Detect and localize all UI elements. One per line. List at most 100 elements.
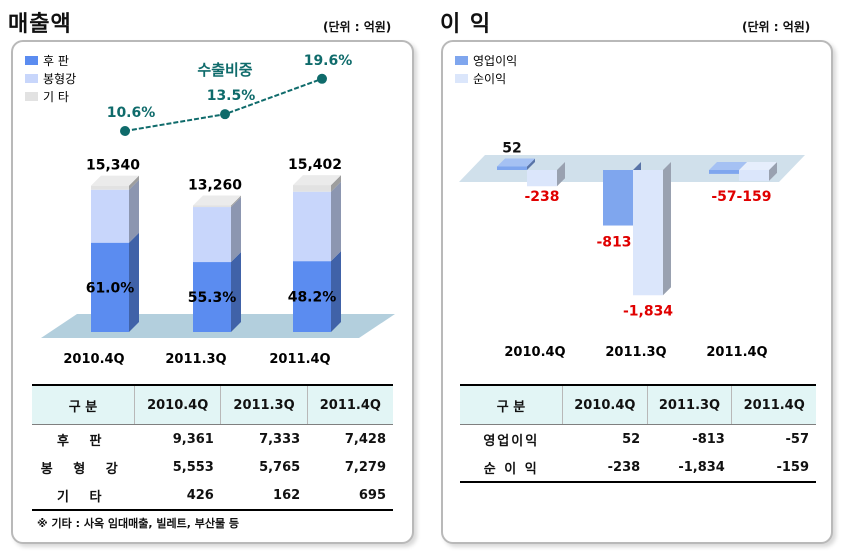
table-cell: -1,834 — [647, 453, 732, 483]
legend-label-net-income: 순이익 — [473, 72, 506, 86]
category-label-2011-3q: 2011.3Q — [165, 352, 226, 367]
profit-value-label: 52 — [502, 140, 521, 156]
ratio-point — [120, 126, 130, 136]
row-label: 기 타 — [32, 481, 135, 511]
profit-bar-top — [709, 162, 747, 170]
bar-segment — [91, 242, 129, 332]
bar-segment — [293, 261, 331, 332]
bar-segment-side — [129, 232, 139, 332]
profit-bar — [527, 170, 557, 187]
profit-bar-side — [769, 162, 777, 181]
table-row: 영업이익 52 -813 -57 — [460, 425, 816, 454]
profit-table: 구 분 2010.4Q 2011.3Q 2011.4Q 영업이익 52 -813… — [460, 384, 816, 483]
bar-segment — [193, 262, 231, 332]
legend-swatch-operating-profit — [455, 56, 468, 65]
bar-total-label: 15,402 — [288, 157, 342, 173]
table-header-cell: 2011.3Q — [646, 384, 732, 425]
ratio-label: 19.6% — [304, 53, 353, 69]
ratio-point — [220, 109, 230, 120]
profit-bar — [633, 170, 663, 296]
bar-segment-side — [129, 179, 139, 243]
ratio-label: 13.5% — [207, 88, 256, 104]
profit-value-label: -813 — [596, 235, 631, 251]
table-cell: 426 — [134, 481, 221, 511]
bar-segment — [293, 191, 331, 262]
table-cell: 9,361 — [172, 431, 214, 447]
table-cell: -238 — [562, 453, 648, 483]
table-header-cell: 구 분 — [32, 384, 135, 425]
legend-swatch-other — [25, 92, 38, 101]
legend-label-other: 기 타 — [43, 90, 69, 104]
row-label: 후 판 — [57, 433, 110, 449]
export-ratio-title: 수출비중 — [197, 61, 252, 79]
table-row: 기 타 426 162 695 — [32, 481, 393, 511]
category-label-2010-4q: 2010.4Q — [63, 352, 124, 367]
bar-share-label: 48.2% — [288, 290, 337, 306]
table-cell: -57 — [785, 431, 810, 447]
bar-segment — [293, 185, 331, 192]
profit-bar-side — [663, 162, 671, 296]
table-cell: -159 — [731, 453, 816, 483]
table-row: 후 판 9,361 7,333 7,428 — [32, 425, 393, 454]
bar-segment — [91, 185, 129, 190]
profit-bar-top — [497, 158, 535, 167]
row-label: 순 이 익 — [460, 453, 563, 483]
profit-bar-top — [739, 162, 777, 170]
category-label-2011-4q: 2011.4Q — [269, 352, 330, 367]
table-header-row: 구 분 2010.4Q 2011.3Q 2011.4Q — [460, 384, 816, 425]
profit-chart: 영업이익 순이익 52 -238 -813 -1,834 -57 -159 2010.4Q… — [455, 54, 805, 360]
bar-segment-side — [231, 195, 241, 208]
sales-table: 구 분 2010.4Q 2011.3Q 2011.4Q 후 판 9,361 7,… — [32, 384, 393, 511]
sales-chart: 후 판 봉형강 기 타 수출비중 15,340 61.0% 13,260 55.3% 1… — [25, 53, 395, 367]
profit-bar-side — [527, 158, 535, 170]
bar-segment-side — [331, 181, 341, 262]
profit-value-label: -1,834 — [623, 303, 673, 319]
bar-segment-side — [231, 197, 241, 263]
sales-footnote: ※ 기타 : 사옥 임대매출, 빌레트, 부산물 등 — [37, 517, 240, 530]
profit-unit: (단위 : 억원) — [742, 20, 811, 34]
sales-panel: 후 판 봉형강 기 타 수출비중 15,340 61.0% 13,260 55.3% 1… — [11, 40, 414, 544]
table-cell: 162 — [220, 481, 308, 511]
profit-panel: 영업이익 순이익 52 -238 -813 -1,834 -57 -159 2010.4Q… — [441, 40, 833, 544]
bar-segment-side — [129, 175, 139, 190]
table-cell: 52 — [622, 431, 641, 447]
table-header-cell: 2011.4Q — [306, 384, 393, 425]
table-cell: 695 — [307, 481, 393, 511]
bar-segment-side — [331, 175, 341, 192]
legend-label-operating-profit: 영업이익 — [473, 54, 517, 68]
profit-bar — [497, 166, 527, 170]
table-cell: 5,553 — [172, 459, 214, 475]
profit-value-label: -57 — [711, 189, 736, 205]
row-label: 봉 형 강 — [40, 461, 126, 477]
bar-segment — [193, 207, 231, 263]
profit-bar — [709, 170, 739, 174]
sales-title: 매출액 — [8, 12, 72, 37]
row-label: 영업이익 — [483, 433, 540, 449]
bar-total-label: 13,260 — [188, 177, 242, 193]
legend-swatch-plate — [25, 56, 38, 65]
profit-bar — [739, 170, 769, 181]
bar-segment-top — [293, 175, 341, 186]
table-header-cell: 2011.4Q — [731, 384, 816, 425]
bar-segment-top — [91, 175, 139, 186]
legend-swatch-section-steel — [25, 74, 38, 83]
table-cell: 7,333 — [259, 431, 301, 447]
category-label-2010-4q: 2010.4Q — [504, 345, 565, 360]
bar-segment — [193, 205, 231, 208]
table-header-cell: 2011.3Q — [220, 384, 308, 425]
table-cell: 7,279 — [344, 459, 386, 475]
legend-label-section-steel: 봉형강 — [43, 72, 76, 86]
table-header-cell: 구 분 — [460, 384, 563, 425]
table-header-row: 구 분 2010.4Q 2011.3Q 2011.4Q — [32, 384, 393, 425]
legend-swatch-net-income — [455, 74, 468, 83]
table-row: 봉 형 강 5,553 5,765 7,279 — [32, 453, 393, 481]
bar-segment-side — [331, 251, 341, 332]
bar-segment-side — [231, 252, 241, 332]
category-label-2011-3q: 2011.3Q — [605, 345, 666, 360]
profit-value-label: -159 — [736, 189, 771, 205]
profit-bar — [603, 170, 633, 226]
category-label-2011-4q: 2011.4Q — [706, 345, 767, 360]
ratio-point — [317, 73, 327, 84]
bar-total-label: 15,340 — [86, 158, 140, 174]
table-cell: 7,428 — [344, 431, 386, 447]
